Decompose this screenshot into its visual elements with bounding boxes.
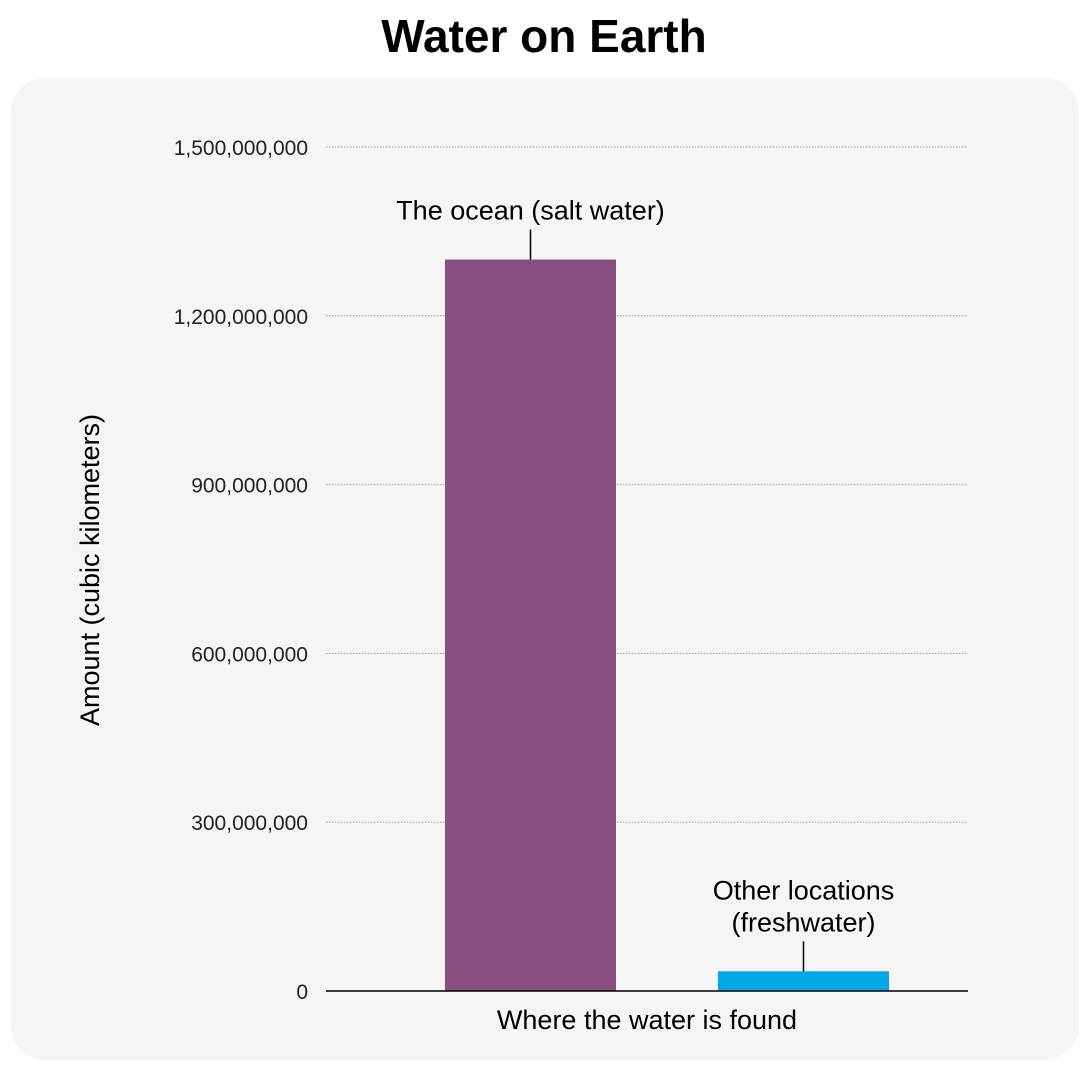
bar-annotations: The ocean (salt water) Other locations(fr…: [396, 196, 894, 972]
chart-title: Water on Earth: [381, 10, 707, 62]
y-tick-label: 900,000,000: [191, 475, 308, 498]
y-tick-label: 1,500,000,000: [174, 137, 308, 160]
y-tick-label: 600,000,000: [191, 643, 308, 666]
bars: [445, 259, 889, 991]
gridlines: [326, 146, 968, 823]
y-tick-label: 1,200,000,000: [174, 306, 308, 329]
bar-ocean: [445, 259, 616, 991]
y-tick-label: 0: [296, 981, 308, 1004]
bar-category-label: Other locations: [713, 875, 895, 905]
bar-category-label: The ocean (salt water): [396, 196, 665, 226]
y-tick-label: 300,000,000: [191, 812, 308, 835]
bar-category-label: (freshwater): [731, 907, 875, 937]
bar-freshwater: [718, 971, 889, 991]
y-axis-title: Amount (cubic kilometers): [75, 414, 105, 726]
y-tick-labels: 0 300,000,000 600,000,000 900,000,000 1,200,…: [174, 137, 308, 1004]
x-axis-title: Where the water is found: [497, 1005, 797, 1035]
